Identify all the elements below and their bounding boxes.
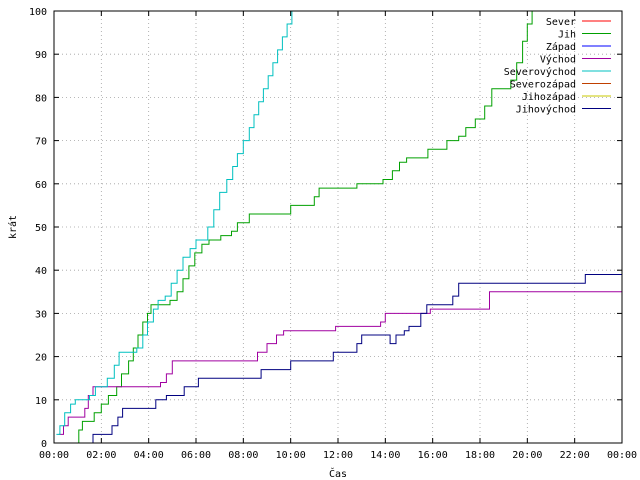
x-tick-label: 00:00	[39, 450, 69, 461]
y-tick-label: 90	[35, 50, 47, 61]
x-tick-label: 06:00	[181, 450, 211, 461]
legend: Sever JihZápadVýchodSeverovýchodSeverozáp…	[504, 17, 611, 116]
y-tick-label: 30	[35, 309, 47, 320]
series-line-1	[75, 11, 533, 444]
y-tick-label: 20	[35, 353, 47, 364]
legend-label: Severozápad	[510, 79, 576, 91]
y-tick-label: 80	[35, 93, 47, 104]
legend-label: Jih	[558, 30, 576, 41]
x-tick-label: 22:00	[560, 450, 590, 461]
y-tick-label: 60	[35, 180, 47, 191]
x-tick-labels: 00:00 02:00 04:00 06:00 08:00 10:00 12:00 14:00…	[39, 450, 637, 461]
legend-label: Severovýchod	[504, 66, 576, 78]
x-tick-label: 16:00	[418, 450, 448, 461]
x-tick-label: 10:00	[276, 450, 306, 461]
x-tick-label: 12:00	[323, 450, 353, 461]
x-tick-label: 14:00	[370, 450, 400, 461]
y-tick-labels: 0 10 20 30 40 50 60 70 80 90 100	[29, 7, 47, 450]
x-tick-label: 04:00	[134, 450, 164, 461]
ticks	[53, 10, 623, 444]
grid	[54, 11, 622, 443]
series-line-7	[90, 274, 622, 444]
legend-label: Jihozápad	[522, 91, 576, 103]
series-line-3	[58, 291, 622, 435]
x-axis-label: Čas	[329, 467, 347, 480]
y-tick-label: 40	[35, 266, 47, 277]
series-line-4	[56, 11, 293, 435]
legend-label: Sever	[546, 17, 576, 28]
y-tick-label: 100	[29, 7, 47, 18]
x-tick-label: 00:00	[607, 450, 637, 461]
x-tick-label: 08:00	[228, 450, 258, 461]
y-axis-label: krát	[7, 215, 19, 239]
legend-label: Východ	[540, 54, 576, 66]
x-tick-label: 20:00	[512, 450, 542, 461]
legend-label: Jihovýchod	[516, 104, 576, 116]
y-tick-label: 10	[35, 396, 47, 407]
x-tick-label: 02:00	[86, 450, 116, 461]
x-tick-label: 18:00	[465, 450, 495, 461]
legend-label: Západ	[546, 41, 576, 53]
y-tick-label: 50	[35, 223, 47, 234]
series-layer	[56, 11, 622, 444]
y-tick-label: 0	[41, 439, 47, 450]
y-tick-label: 70	[35, 137, 47, 148]
